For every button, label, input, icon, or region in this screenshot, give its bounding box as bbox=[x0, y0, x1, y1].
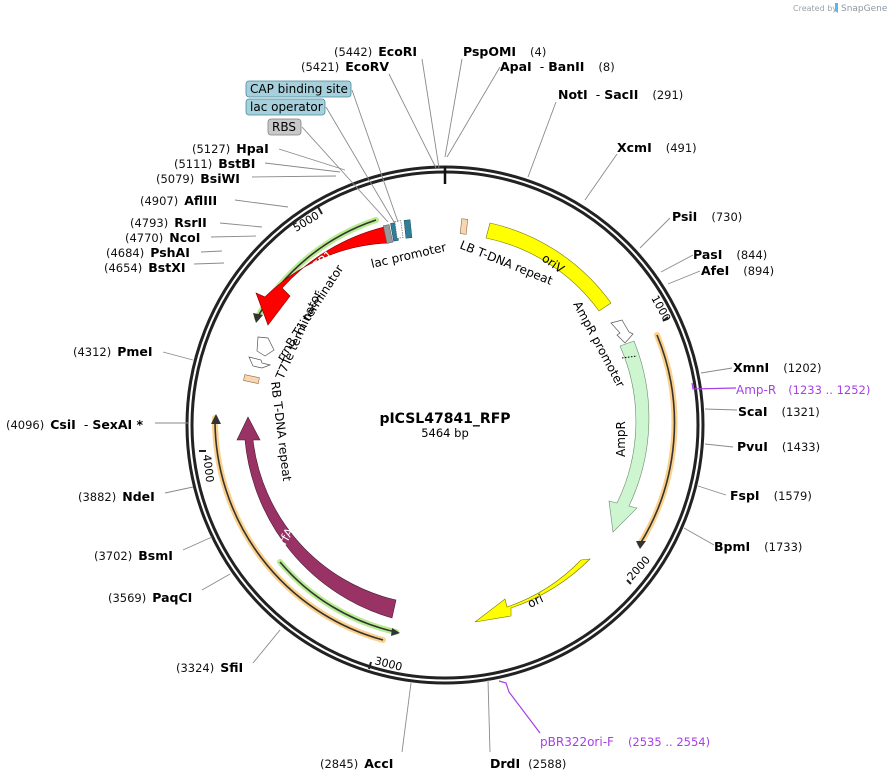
snapgene-credit: Created by SnapGene bbox=[793, 3, 888, 14]
feature-label-rb-repeat: RB T-DNA repeat bbox=[268, 381, 294, 483]
site-CsiI-SexAI[interactable]: (4096) CsiI - SexAI * bbox=[6, 417, 144, 432]
feature-AmpR-promoter[interactable] bbox=[610, 319, 634, 344]
site-DrdI[interactable]: DrdI (2588) bbox=[490, 756, 566, 771]
feature-oriV[interactable] bbox=[485, 222, 612, 312]
feature-LB-repeat[interactable] bbox=[459, 218, 469, 235]
site-PspOMI[interactable]: PspOMI (4) bbox=[463, 44, 546, 59]
primers: Amp-R (1233 .. 1252) pBR322ori-F (2535 .. … bbox=[498, 382, 870, 749]
site-AflIII[interactable]: (4907) AflIII bbox=[140, 193, 217, 208]
feature-ori[interactable] bbox=[474, 558, 591, 623]
site-XmnI[interactable]: XmnI (1202) bbox=[733, 360, 821, 375]
credit-prefix: Created by bbox=[793, 4, 837, 13]
orf-arcs bbox=[211, 217, 678, 643]
site-PvuI[interactable]: PvuI (1433) bbox=[737, 439, 820, 454]
site-EcoRV[interactable]: (5421) EcoRV bbox=[301, 59, 389, 74]
site-RsrII[interactable]: (4793) RsrII bbox=[130, 215, 207, 230]
feature-label-ampR: AmpR bbox=[614, 421, 628, 457]
feature-mRFP1[interactable] bbox=[255, 226, 389, 326]
site-leaders bbox=[155, 58, 738, 753]
site-labels: (5442) EcoRI (5421) EcoRV PspOMI (4) ApaI - B… bbox=[6, 44, 821, 771]
site-HpaI[interactable]: (5127) HpaI bbox=[192, 141, 269, 156]
feature-label-ori: ori bbox=[525, 591, 545, 610]
box-lac-operator[interactable]: lac operator bbox=[250, 100, 323, 114]
lac-promoter-box bbox=[403, 219, 413, 239]
site-BstXI[interactable]: (4654) BstXI bbox=[104, 260, 185, 275]
tick-4000: 4000 bbox=[200, 454, 216, 483]
site-PasI[interactable]: PasI (844) bbox=[693, 247, 767, 262]
backbone bbox=[185, 165, 705, 685]
site-XcmI[interactable]: XcmI (491) bbox=[617, 140, 697, 155]
orf-arrowhead-icon bbox=[636, 541, 646, 549]
boxed-feature-labels: CAP binding site lac operator RBS bbox=[245, 80, 399, 223]
plasmid-name: pICSL47841_RFP bbox=[379, 411, 510, 427]
feature-label-lac-promoter: lac promoter bbox=[370, 240, 448, 271]
feature-trfA[interactable] bbox=[236, 416, 397, 619]
box-cap-binding-site[interactable]: CAP binding site bbox=[250, 82, 348, 96]
box-rbs[interactable]: RBS bbox=[272, 120, 296, 134]
site-BpmI[interactable]: BpmI (1733) bbox=[714, 539, 802, 554]
site-AfeI[interactable]: AfeI (894) bbox=[701, 263, 774, 278]
primer-pBR322ori-F[interactable]: pBR322ori-F (2535 .. 2554) bbox=[540, 735, 710, 749]
site-NotI-SacII[interactable]: NotI - SacII (291) bbox=[558, 87, 683, 102]
site-NdeI[interactable]: (3882) NdeI bbox=[78, 489, 155, 504]
snapgene-logo-icon bbox=[835, 3, 838, 13]
site-SfiI[interactable]: (3324) SfiI bbox=[176, 660, 243, 675]
site-NcoI[interactable]: (4770) NcoI bbox=[125, 230, 200, 245]
feature-label-ampr-promoter: AmpR promoter bbox=[570, 299, 627, 390]
credit-brand: SnapGene bbox=[841, 4, 888, 14]
site-ScaI[interactable]: ScaI (1321) bbox=[738, 404, 820, 419]
site-BstBI[interactable]: (5111) BstBI bbox=[174, 156, 255, 171]
site-BsmI[interactable]: (3702) BsmI bbox=[94, 548, 173, 563]
feature-rrnB-T1-terminator[interactable] bbox=[256, 336, 275, 357]
feature-T7Te-terminator[interactable] bbox=[248, 356, 272, 369]
feature-RB-repeat[interactable] bbox=[243, 374, 260, 384]
site-ApaI-BanII[interactable]: ApaI - BanII (8) bbox=[500, 59, 615, 74]
primer-Amp-R[interactable]: Amp-R (1233 .. 1252) bbox=[736, 383, 870, 397]
site-PshAI[interactable]: (4684) PshAI bbox=[106, 245, 190, 260]
site-PmeI[interactable]: (4312) PmeI bbox=[73, 344, 153, 359]
site-FspI[interactable]: FspI (1579) bbox=[730, 488, 812, 503]
site-PsiI[interactable]: PsiI (730) bbox=[672, 209, 742, 224]
site-EcoRI[interactable]: (5442) EcoRI bbox=[334, 44, 417, 59]
plasmid-length: 5464 bp bbox=[421, 426, 469, 440]
site-AccI[interactable]: (2845) AccI bbox=[320, 756, 393, 771]
site-BsiWI[interactable]: (5079) BsiWI bbox=[156, 171, 240, 186]
scale-ticks: 1000 2000 3000 4000 5000 bbox=[199, 206, 673, 674]
feature-AmpR[interactable] bbox=[608, 340, 650, 533]
site-PaqCI[interactable]: (3569) PaqCI bbox=[108, 590, 192, 605]
